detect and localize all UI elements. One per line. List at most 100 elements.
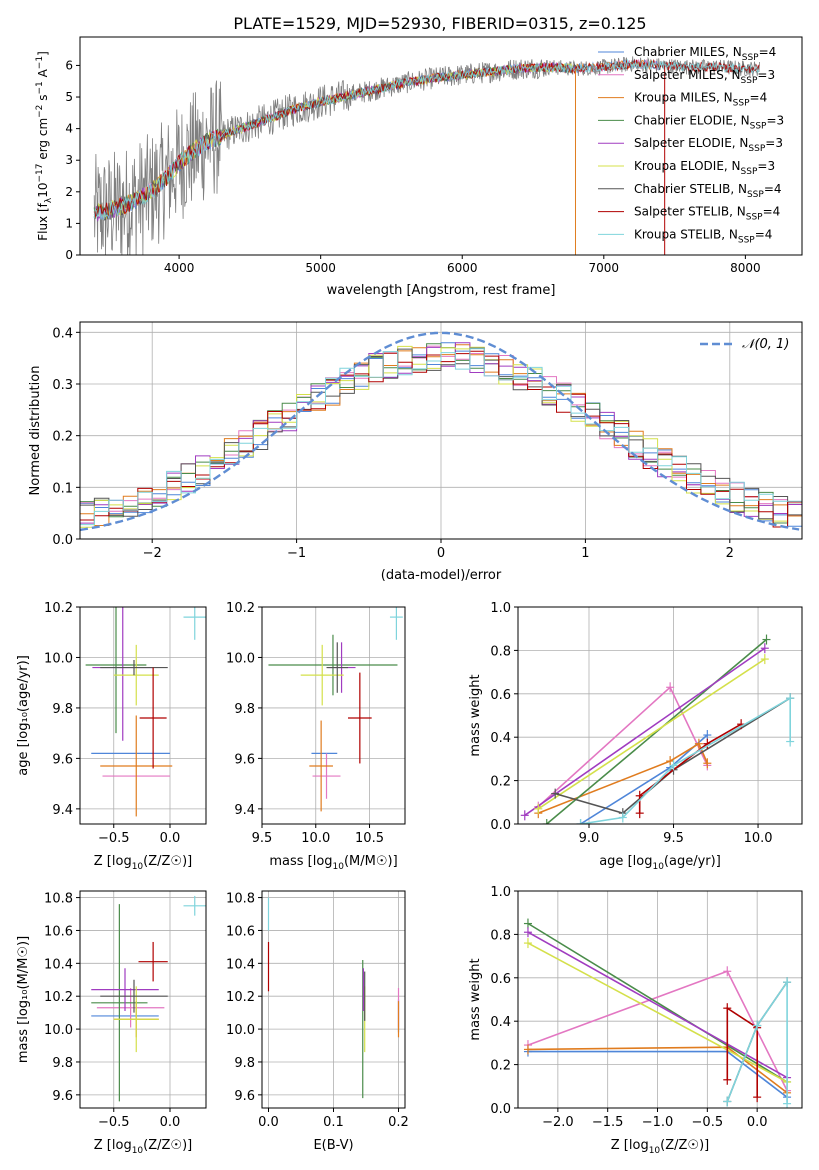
- x-axis-label: age [log10(age/yr)]: [599, 854, 721, 872]
- y-axis-label-part: λ: [44, 197, 54, 203]
- legend-entry: Salpeter MILES, NSSP=3: [634, 68, 775, 86]
- x-tick-label: 6000: [447, 261, 478, 275]
- x-axis-label-main: mass [log: [269, 854, 332, 869]
- y-tick-label: 0.8: [490, 644, 511, 659]
- y-tick-label: 10.2: [44, 990, 73, 1005]
- x-tick-label: 0.0: [160, 831, 181, 846]
- legend-entry-tail: =4: [763, 205, 781, 219]
- x-tick-label: 0.0: [160, 1115, 181, 1130]
- y-tick-label: 0.0: [52, 533, 73, 548]
- residual-steps: [80, 331, 802, 532]
- y-axis-label-part: s: [36, 95, 50, 105]
- legend-entry: Salpeter STELIB, NSSP=4: [634, 205, 780, 223]
- y-tick-label: 0.2: [490, 775, 511, 790]
- y-axis-label-part: erg cm: [36, 118, 50, 164]
- x-axis-label-sub: 10: [649, 1146, 661, 1156]
- x-axis-label-sub: 10: [132, 862, 144, 872]
- x-axis-label-sub: 10: [652, 862, 664, 872]
- panel-frame: [79, 890, 207, 1109]
- panel-marks: [523, 918, 792, 1108]
- panel-frame: [517, 890, 803, 1109]
- y-tick-label: 10.0: [226, 1023, 255, 1038]
- y-tick-label: 0.6: [490, 972, 511, 987]
- x-tick-label: 0: [437, 546, 445, 561]
- y-tick-label: 0.3: [52, 378, 73, 393]
- weight-line: [527, 931, 788, 1079]
- y-tick-label: 10.0: [226, 651, 255, 666]
- legend-entry-main: Salpeter ELODIE, N: [634, 136, 748, 150]
- x-axis-label: mass [log10(M/M☉)]: [269, 854, 397, 872]
- legend-entry-tail: =3: [765, 136, 783, 150]
- y-axis-label-part: −1: [35, 81, 45, 94]
- x-tick-label: 0.0: [747, 1115, 768, 1130]
- x-axis-label-main: age [log: [599, 854, 652, 869]
- small-panels: −0.5 0.09.49.69.810.010.2Z [log10(Z/Z☉)]a…: [16, 601, 803, 1156]
- y-axis-label-part: Flux [f: [36, 202, 50, 240]
- legend-entry: Salpeter ELODIE, NSSP=3: [634, 136, 783, 154]
- x-tick-label: 9.0: [579, 831, 600, 846]
- y-tick-label: 5: [65, 90, 73, 104]
- weight-line: [537, 658, 766, 810]
- y-tick-label: 3: [65, 153, 73, 167]
- y-tick-label: 0.8: [490, 928, 511, 943]
- x-tick-label: 5000: [305, 261, 336, 275]
- x-axis-label: E(B-V): [313, 1138, 353, 1153]
- legend-entry-tail: =4: [750, 91, 768, 105]
- y-axis-label: mass weight: [468, 674, 483, 756]
- panel-marks: [268, 607, 403, 812]
- x-axis-label: wavelength [Angstrom, rest frame]: [327, 283, 556, 298]
- figure-title: PLATE=1529, MJD=52930, FIBERID=0315, z=0…: [233, 14, 646, 33]
- x-tick-label: −1.0: [642, 1115, 674, 1130]
- panel-mass-vs-EBV: 0.0 0.1 0.2 9.6 9.8 10.0 10.2 10.4 10.6 10.8 E(B-V…: [226, 890, 409, 1153]
- x-axis-label-main: E(B-V): [313, 1138, 353, 1153]
- y-axis-label: mass weight: [468, 958, 483, 1040]
- y-tick-label: 10.8: [226, 892, 255, 907]
- x-axis-label-tail: (M/M☉)]: [344, 854, 398, 869]
- y-tick-label: 6: [65, 58, 73, 72]
- panel-age-vs-mass: 9.5 10.0 10.5 9.4 9.6 9.8 10.0 10.2 mass [log10(…: [226, 601, 406, 872]
- legend-entry-main: Chabrier MILES, N: [634, 45, 742, 59]
- x-axis-label: Z [log10(Z/Z☉)]: [611, 1138, 709, 1156]
- x-axis-label: (data-model)/error: [381, 568, 502, 583]
- legend-entry-main: Kroupa STELIB, N: [634, 227, 738, 241]
- legend-entry-sub: SSP: [733, 99, 750, 109]
- y-tick-label: 1.0: [490, 601, 511, 616]
- x-tick-label: 1: [581, 546, 589, 561]
- histogram-kroupa-stelib: [80, 348, 802, 531]
- y-tick-label: 9.6: [234, 1089, 255, 1104]
- y-tick-label: 0: [65, 248, 73, 262]
- legend-entry-tail: =4: [764, 182, 782, 196]
- panel-marks: [267, 897, 400, 1099]
- y-axis-label: Flux [fλ10−17 erg cm−2 s−1 A−1]: [35, 51, 54, 241]
- x-axis-label: Z [log10(Z/Z☉)]: [94, 854, 192, 872]
- y-tick-label: 10.4: [44, 957, 73, 972]
- y-axis-label-part: ]: [36, 51, 50, 56]
- y-axis-label: mass [log₁₀(M/M☉)]: [16, 936, 31, 1063]
- y-tick-label: 10.0: [44, 1023, 73, 1038]
- weight-line: [726, 979, 788, 1104]
- y-tick-label: 0.0: [490, 1102, 511, 1117]
- x-tick-label: −0.5: [692, 1115, 724, 1130]
- y-tick-label: 0.6: [490, 688, 511, 703]
- spectrum-lines: [93, 56, 760, 255]
- y-tick-label: 10.4: [226, 957, 255, 972]
- y-tick-label: 9.4: [234, 803, 255, 818]
- panel-weight-vs-age: 9.0 9.5 10.0 0.0 0.2 0.4 0.6 0.8 1.0 age [log10(a…: [468, 601, 803, 872]
- y-tick-label: 10.2: [226, 990, 255, 1005]
- x-tick-label: −2.0: [542, 1115, 574, 1130]
- model-line-kroupa-stelib: [93, 58, 760, 220]
- y-tick-label: 0.0: [490, 818, 511, 833]
- x-tick-label: 10.5: [355, 831, 384, 846]
- x-tick-label: −1.5: [592, 1115, 624, 1130]
- y-tick-label: 9.6: [52, 1089, 73, 1104]
- y-tick-label: 0.1: [52, 481, 73, 496]
- y-axis-label-part: A: [36, 68, 50, 81]
- x-axis-label-tail: (Z/Z☉)]: [660, 1138, 709, 1153]
- y-axis-label: Normed distribution: [28, 366, 43, 496]
- y-axis-label-part: −2: [35, 105, 45, 118]
- panel-marks: [85, 607, 206, 817]
- legend-entry-main: Kroupa ELODIE, N: [634, 159, 741, 173]
- panel-marks: [91, 895, 206, 1102]
- legend-entry-sub: SSP: [742, 53, 759, 63]
